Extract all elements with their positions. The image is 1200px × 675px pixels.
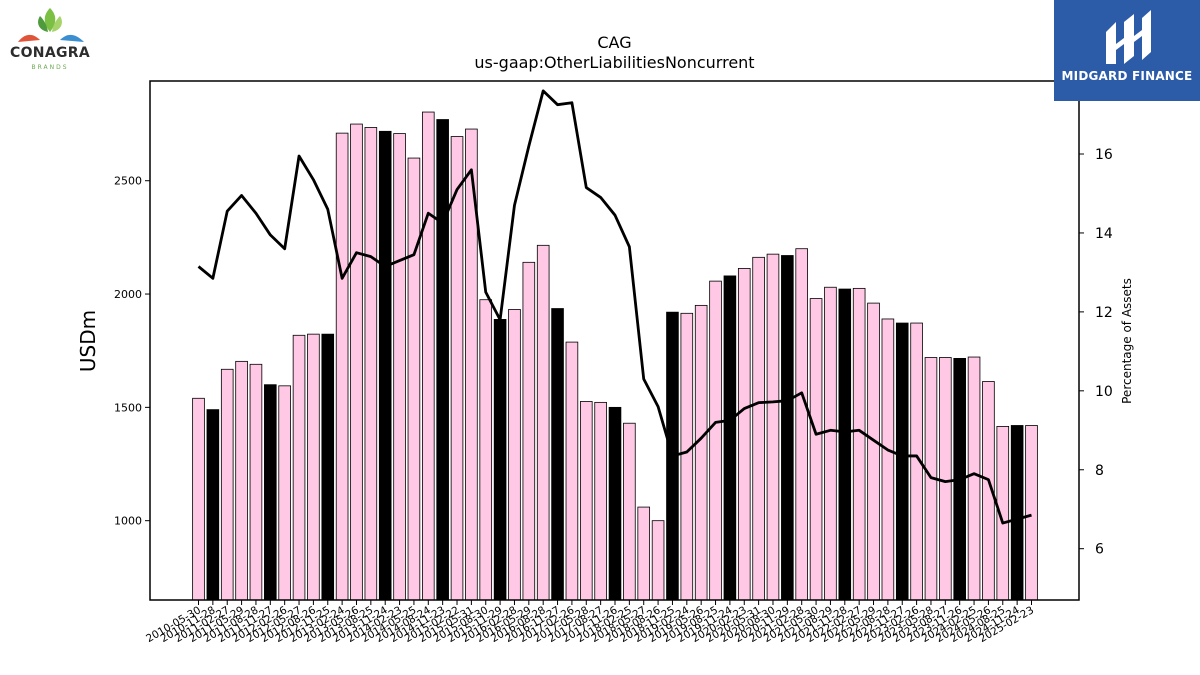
- bar-2012-11-25: [321, 333, 335, 601]
- conagra-wordmark: CONAGRA: [10, 45, 90, 61]
- y2-tick-label: 14: [1095, 226, 1113, 242]
- pct-of-assets-line: [197, 89, 1032, 525]
- bar-2018-02-25: [623, 422, 636, 601]
- bar-2020-05-31: [752, 256, 765, 601]
- bar-2014-08-24: [421, 111, 435, 601]
- bar-2018-05-27: [637, 506, 651, 601]
- bar-2022-08-28: [881, 318, 895, 601]
- y-tick-label: 2500: [114, 175, 142, 188]
- right-axis-ticks: 6 8 10 12 14 16: [1079, 147, 1113, 558]
- x-axis-ticks: 2010-05-302010-11-282011-02-272011-05-29…: [144, 600, 1036, 645]
- bar-2014-11-23: [436, 119, 449, 601]
- bar-2019-08-25: [709, 280, 722, 601]
- bar-2010-05-30: [192, 397, 205, 601]
- bar-2020-11-29: [781, 255, 794, 601]
- bar-2018-08-26: [651, 520, 665, 601]
- conagra-logo: CONAGRA BRANDS: [0, 0, 102, 78]
- bars-layer: [192, 111, 1038, 601]
- conagra-sub: BRANDS: [31, 64, 69, 71]
- bar-2016-05-29: [522, 261, 536, 601]
- bar-2011-08-28: [249, 363, 263, 601]
- midgard-wordmark: MIDGARD FINANCE: [1061, 69, 1193, 83]
- midgard-mark-icon: [1106, 10, 1151, 64]
- bar-2013-02-24: [335, 132, 349, 601]
- bar-2019-02-24: [680, 312, 694, 601]
- bar-2022-11-27: [895, 322, 909, 601]
- bar-2015-02-22: [450, 136, 464, 601]
- bar-2013-08-25: [364, 127, 378, 601]
- bar-2025-02-23: [1025, 425, 1038, 601]
- bar-2023-08-27: [939, 357, 952, 601]
- bar-2017-11-26: [608, 406, 622, 601]
- left-axis-ticks: 1000 1500 2000 2500: [114, 175, 150, 528]
- pct-line-layer: [197, 89, 1032, 525]
- bar-2017-02-26: [565, 341, 579, 601]
- bar-2012-08-26: [307, 333, 320, 601]
- bar-2021-08-29: [824, 286, 837, 601]
- bar-2014-02-23: [393, 133, 406, 601]
- bar-2011-11-27: [264, 384, 277, 601]
- chart-title: CAG: [597, 33, 631, 52]
- bar-2020-02-23: [737, 268, 751, 601]
- bar-2013-05-26: [350, 123, 363, 601]
- bar-2017-08-27: [594, 401, 607, 601]
- bar-2020-08-30: [766, 253, 780, 601]
- y-axis-label: USDm: [76, 310, 100, 372]
- y-tick-label: 2000: [114, 288, 142, 301]
- y-tick-label: 1500: [114, 401, 142, 414]
- bar-2014-05-25: [407, 157, 421, 601]
- y-tick-label: 1000: [114, 515, 142, 528]
- bar-2011-05-29: [235, 360, 248, 601]
- bar-2011-02-27: [220, 368, 234, 601]
- bar-2019-11-24: [723, 275, 737, 601]
- y2-tick-label: 10: [1095, 384, 1113, 400]
- bar-2016-11-27: [551, 308, 564, 601]
- y2-axis-label: Percentage of Assets: [1120, 278, 1134, 404]
- y2-tick-label: 8: [1095, 463, 1104, 479]
- bar-2021-11-28: [838, 288, 852, 601]
- bar-2016-02-28: [508, 309, 521, 601]
- bar-2012-02-26: [278, 385, 291, 601]
- bar-2021-05-30: [809, 298, 823, 601]
- leaf-icon: [18, 8, 84, 42]
- bar-2024-02-25: [967, 356, 981, 601]
- bar-2024-11-24: [1010, 425, 1024, 601]
- bar-2021-02-28: [795, 248, 809, 601]
- midgard-finance-logo: MIDGARD FINANCE: [1054, 0, 1200, 101]
- bar-2015-11-29: [493, 319, 507, 601]
- bar-2022-02-27: [852, 287, 866, 601]
- y2-tick-label: 16: [1095, 147, 1113, 163]
- bar-2013-11-24: [378, 130, 392, 601]
- chart-subtitle: us-gaap:OtherLiabilitiesNoncurrent: [474, 53, 754, 72]
- bar-2012-05-27: [292, 334, 306, 601]
- bar-2022-05-29: [867, 302, 880, 601]
- y2-tick-label: 6: [1095, 542, 1104, 558]
- bar-2019-05-26: [694, 304, 708, 601]
- bar-2016-08-28: [536, 244, 550, 601]
- bar-2010-11-28: [206, 409, 220, 601]
- bar-2015-08-30: [479, 299, 493, 601]
- y2-tick-label: 12: [1095, 305, 1113, 321]
- bar-2017-05-28: [579, 401, 593, 601]
